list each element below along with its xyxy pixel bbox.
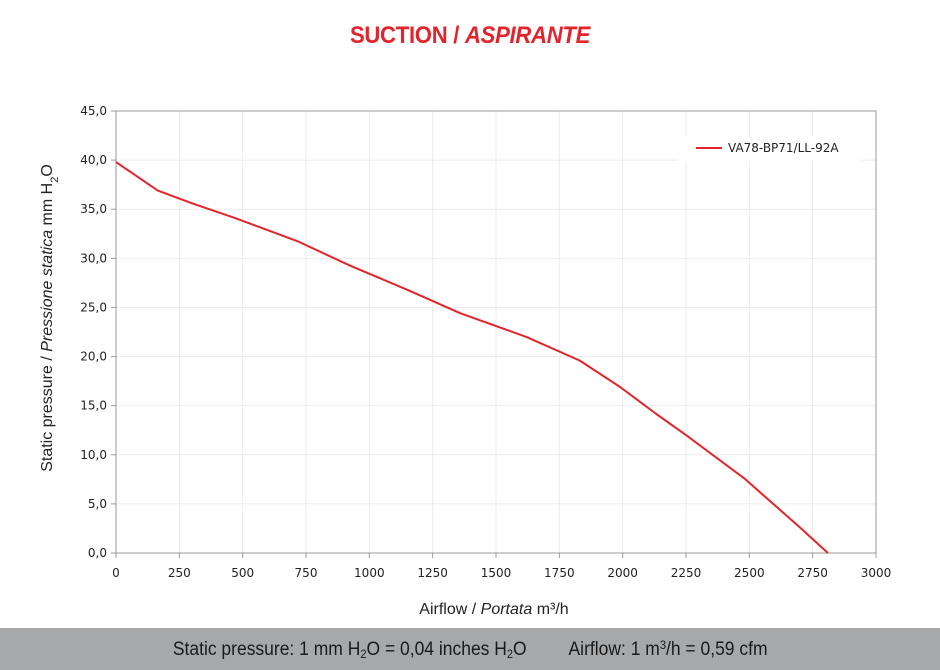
x-tick-label: 1750	[544, 566, 575, 580]
pressure-sub-2: 2	[506, 646, 513, 661]
conversion-footer: Static pressure: 1 mm H2O = 0,04 inches …	[0, 628, 940, 670]
footer-content: Static pressure: 1 mm H2O = 0,04 inches …	[173, 638, 768, 661]
pressure-conversion: Static pressure: 1 mm H2O = 0,04 inches …	[172, 638, 527, 661]
x-tick-label: 0	[112, 566, 120, 580]
x-axis-label-sep: /	[467, 601, 480, 618]
y-axis-title: Static pressure / Pressione statica mm H…	[39, 164, 61, 472]
y-axis-unit-end: O	[39, 164, 56, 176]
y-tick-label: 5,0	[88, 497, 107, 511]
series-line	[115, 161, 829, 554]
y-axis-unit: mm H	[39, 183, 56, 230]
x-tick-label: 2750	[797, 566, 828, 580]
series-group	[115, 161, 829, 554]
x-tick-label: 3000	[861, 566, 892, 580]
y-axis-label-italic: Pressione statica	[39, 230, 56, 352]
pressure-sub-1: 2	[360, 646, 367, 661]
y-tick-label: 20,0	[80, 350, 107, 364]
y-tick-label: 45,0	[80, 104, 107, 118]
legend-label: VA78-BP71/LL-92A	[728, 141, 839, 155]
x-tick-label: 2500	[734, 566, 765, 580]
y-axis-label: Static pressure	[39, 365, 56, 472]
x-axis-unit: m³/h	[532, 601, 568, 618]
grid-lines	[116, 111, 876, 553]
x-tick-label: 1500	[481, 566, 512, 580]
x-tick-label: 250	[168, 566, 191, 580]
x-axis-ticks: 0 250 500 750 1000 1250 1500 1750 2000 2250 2500 27…	[112, 553, 891, 580]
y-tick-label: 0,0	[88, 546, 107, 560]
x-axis-title: Airflow / Portata m³/h	[419, 601, 568, 618]
x-tick-label: 2250	[671, 566, 702, 580]
y-tick-label: 40,0	[80, 153, 107, 167]
airflow-text-a: Airflow: 1 m	[568, 638, 660, 660]
y-tick-label: 25,0	[80, 300, 107, 314]
airflow-conversion: Airflow: 1 m3/h = 0,59 cfm	[568, 637, 768, 660]
pressure-airflow-chart: 0,0 5,0 10,0 15,0 20,0 25,0 30,0 35,0 40,0 45,0 0…	[39, 104, 891, 618]
y-tick-label: 10,0	[80, 448, 107, 462]
airflow-text-b: /h = 0,59 cfm	[665, 638, 768, 660]
pressure-text-b: O = 0,04 inches H	[366, 638, 507, 660]
x-tick-label: 2000	[607, 566, 638, 580]
chart-title: SUCTION / ASPIRANTE	[38, 22, 903, 50]
title-separator: /	[447, 22, 465, 49]
y-axis-unit-sub: 2	[49, 177, 61, 183]
pressure-text-a: Static pressure: 1 mm H	[172, 638, 361, 660]
y-axis-label-sep: /	[39, 352, 56, 365]
x-tick-label: 1000	[354, 566, 385, 580]
x-axis-label-italic: Portata	[481, 601, 533, 618]
y-tick-label: 30,0	[80, 251, 107, 265]
x-tick-label: 500	[231, 566, 254, 580]
airflow-sup: 3	[659, 637, 666, 652]
title-main: SUCTION	[349, 22, 448, 49]
y-axis-ticks: 0,0 5,0 10,0 15,0 20,0 25,0 30,0 35,0 40,0 45,0	[80, 104, 116, 560]
title-italic: ASPIRANTE	[464, 22, 591, 49]
y-tick-label: 15,0	[80, 399, 107, 413]
legend: VA78-BP71/LL-92A	[678, 137, 861, 161]
x-tick-label: 1250	[417, 566, 448, 580]
x-tick-label: 750	[295, 566, 318, 580]
y-tick-label: 35,0	[80, 202, 107, 216]
pressure-text-c: O	[512, 638, 527, 660]
x-axis-label: Airflow	[419, 601, 467, 618]
